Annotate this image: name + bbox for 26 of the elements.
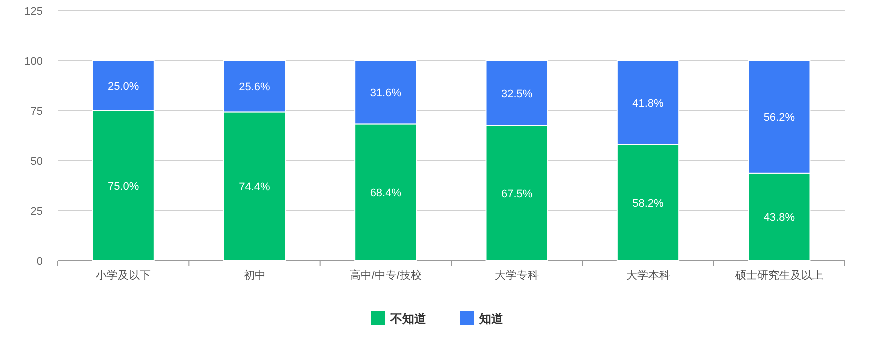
x-tick-label: 小学及以下 [96, 269, 152, 282]
y-tick-label: 25 [30, 206, 43, 218]
data-label: 31.6% [370, 88, 402, 100]
data-label: 25.6% [239, 82, 271, 94]
data-label: 41.8% [632, 98, 664, 110]
x-tick-label: 高中/中专/技校 [350, 269, 422, 282]
x-tick-label: 硕士研究生及以上 [734, 269, 824, 282]
data-label: 25.0% [108, 81, 140, 93]
legend-label: 知道 [478, 312, 504, 326]
data-label: 58.2% [632, 198, 664, 210]
y-tick-label: 0 [36, 256, 43, 268]
data-label: 68.4% [370, 188, 402, 200]
x-tick-label: 大学本科 [626, 269, 670, 282]
y-tick-label: 125 [24, 6, 43, 18]
data-label: 32.5% [501, 88, 533, 100]
data-label: 74.4% [239, 182, 271, 194]
y-tick-label: 75 [30, 106, 43, 118]
data-label: 56.2% [764, 112, 796, 124]
x-tick-label: 初中 [244, 269, 266, 282]
x-tick-label: 大学专科 [495, 269, 540, 282]
y-tick-label: 100 [24, 56, 43, 68]
data-label: 43.8% [764, 212, 796, 224]
legend-label: 不知道 [390, 312, 428, 326]
data-label: 67.5% [501, 188, 533, 200]
y-tick-label: 50 [30, 156, 43, 168]
data-label: 75.0% [108, 181, 140, 193]
